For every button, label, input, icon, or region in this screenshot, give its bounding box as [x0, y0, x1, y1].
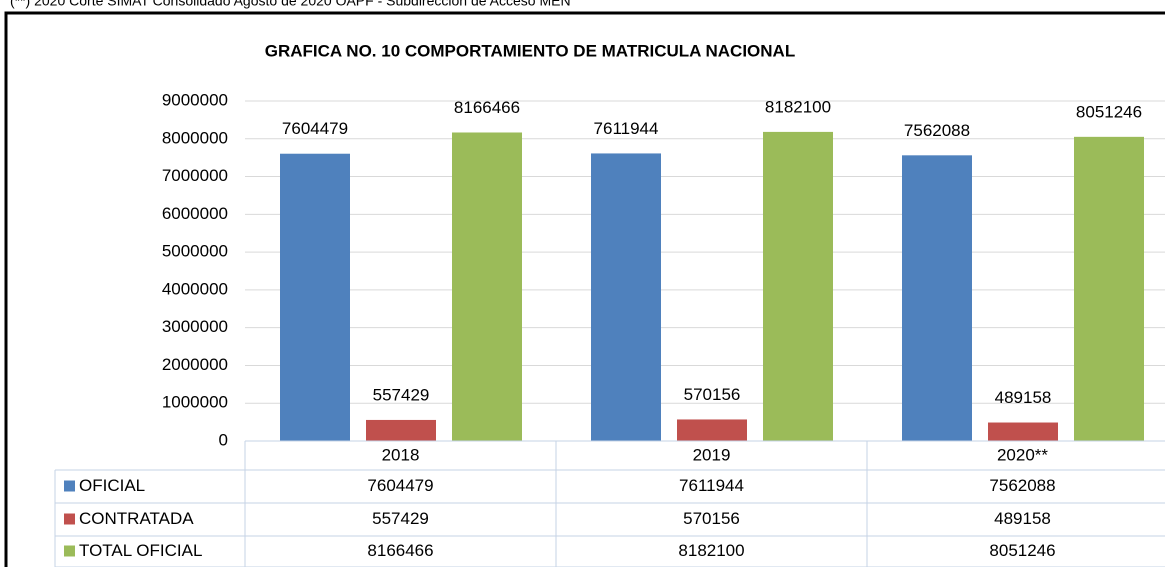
x-tick-label: 2018 — [382, 445, 420, 464]
bar — [677, 419, 747, 441]
table-value: 8051246 — [989, 541, 1055, 560]
data-label: 570156 — [684, 385, 741, 404]
y-tick-label: 2000000 — [162, 355, 228, 374]
y-tick-label: 0 — [219, 430, 228, 449]
bar — [763, 131, 833, 441]
chart-title: GRAFICA NO. 10 COMPORTAMIENTO DE MATRICU… — [265, 41, 795, 60]
bar — [902, 155, 972, 442]
bar — [1074, 136, 1144, 442]
bar — [366, 419, 436, 441]
y-tick-label: 7000000 — [162, 166, 228, 185]
data-label: 7611944 — [594, 119, 659, 138]
data-label: 7562088 — [904, 121, 970, 140]
y-tick-label: 8000000 — [162, 128, 228, 147]
legend-label: TOTAL OFICIAL — [79, 541, 202, 560]
table-value: 489158 — [994, 509, 1051, 528]
y-tick-label: 3000000 — [162, 317, 228, 336]
y-tick-label: 4000000 — [162, 279, 228, 298]
table-value: 7611944 — [679, 476, 744, 495]
bar — [591, 153, 661, 441]
legend-swatch — [64, 480, 75, 492]
table-value: 7562088 — [989, 476, 1055, 495]
y-tick-label: 6000000 — [162, 204, 228, 223]
data-label: 8182100 — [765, 97, 831, 116]
legend-label: CONTRATADA — [79, 509, 194, 528]
y-tick-label: 5000000 — [162, 242, 228, 261]
table-value: 8166466 — [367, 541, 433, 560]
data-label: 489158 — [995, 388, 1052, 407]
data-label: 8166466 — [454, 98, 520, 117]
y-tick-label: 1000000 — [162, 393, 228, 412]
data-label: 557429 — [373, 385, 430, 404]
x-tick-label: 2019 — [693, 445, 731, 464]
table-value: 8182100 — [678, 541, 744, 560]
table-value: 570156 — [683, 509, 740, 528]
note: (**) 2020 Corte SIMAT Consolidado Agosto… — [10, 0, 571, 9]
legend-swatch — [64, 513, 75, 525]
data-label: 7604479 — [282, 119, 348, 138]
legend-swatch — [64, 545, 75, 557]
bar — [280, 153, 350, 442]
y-tick-label: 9000000 — [162, 90, 228, 109]
table-value: 557429 — [372, 509, 429, 528]
bar — [452, 132, 522, 441]
x-tick-label: 2020** — [997, 445, 1048, 464]
table-value: 7604479 — [367, 476, 433, 495]
data-label: 8051246 — [1076, 102, 1142, 121]
legend-label: OFICIAL — [79, 476, 145, 495]
bar — [988, 422, 1058, 441]
